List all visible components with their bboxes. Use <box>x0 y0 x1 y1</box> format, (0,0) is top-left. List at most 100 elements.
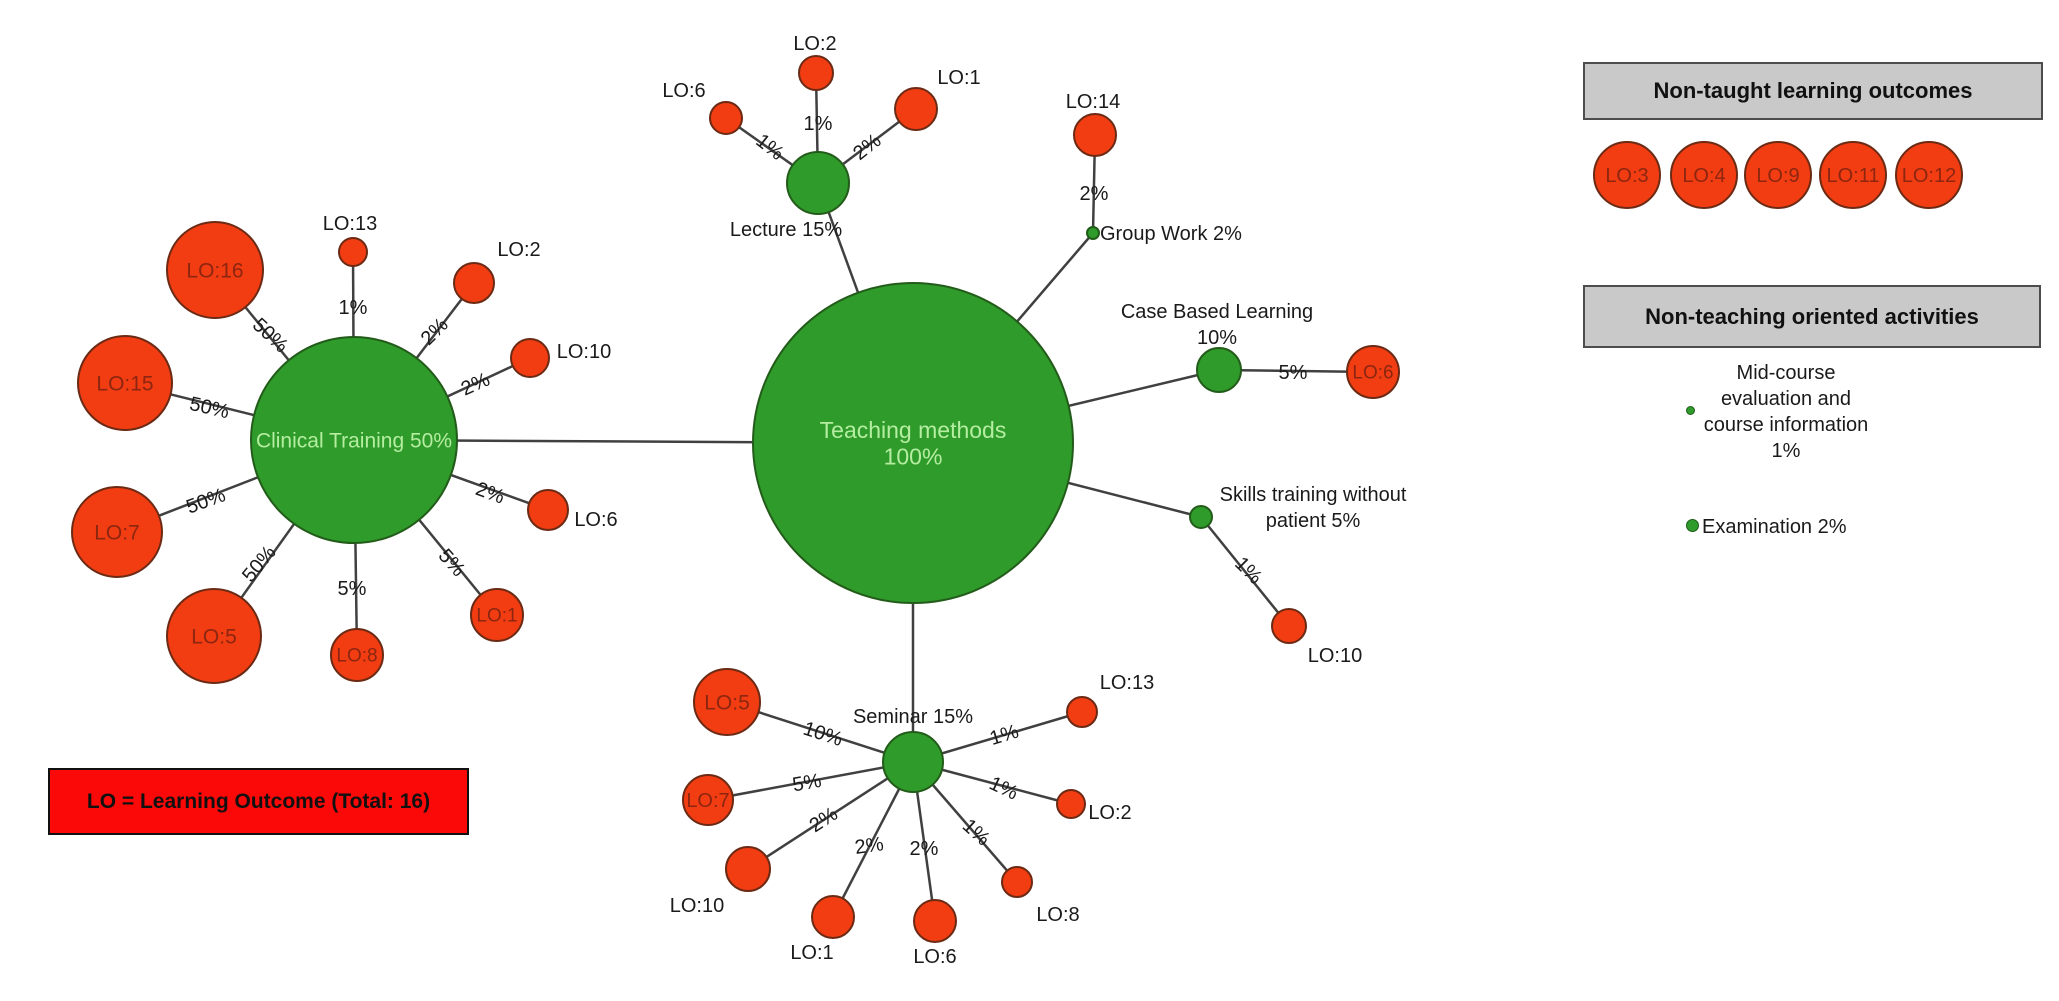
node-label-m2: LO:2 <box>1088 802 1131 824</box>
node-m6 <box>913 899 957 943</box>
node-label-cbl: 10% <box>1197 327 1237 349</box>
node-label-c8: LO:8 <box>336 646 377 667</box>
node-m8 <box>1001 866 1033 898</box>
lo-note-text: LO = Learning Outcome (Total: 16) <box>86 789 431 813</box>
node-c7 <box>71 486 163 578</box>
node-label-groupwork: Group Work 2% <box>1100 223 1242 245</box>
edge-label-clinical-c13: 1% <box>339 297 368 319</box>
node-c2 <box>453 262 495 304</box>
node-c5 <box>166 588 262 684</box>
node-label-c2: LO:2 <box>497 239 540 261</box>
edge-label-groupwork-g14: 2% <box>1080 183 1109 205</box>
node-m10 <box>725 846 771 892</box>
node-label-m13: LO:13 <box>1100 672 1154 694</box>
node-label-lecture: Lecture 15% <box>730 219 843 241</box>
node-label-c5: LO:5 <box>191 625 237 648</box>
node-label-c10: LO:10 <box>557 341 611 363</box>
node-label-clinical: Clinical Training 50% <box>256 429 452 452</box>
edge-label-seminar-m2: 1% <box>986 772 1022 804</box>
non-taught-panel-header: Non-taught learning outcomes <box>1583 62 2043 120</box>
edge-label-lecture-l2: 1% <box>804 113 833 135</box>
edge-label-seminar-m10: 2% <box>806 803 842 837</box>
node-label-teaching: Teaching methods <box>820 417 1007 443</box>
non-teaching-title: Non-teaching oriented activities <box>1645 303 1979 329</box>
node-groupwork <box>1086 226 1100 240</box>
edge-label-cbl-b6: 5% <box>1279 362 1308 384</box>
edge-skills-s10 <box>1200 516 1290 627</box>
node-lo4 <box>1670 141 1738 209</box>
examination-dot-icon <box>1686 519 1699 532</box>
node-m13 <box>1066 696 1098 728</box>
labels-layer: 1%1%2%2%5%1%50%50%50%50%1%2%2%2%5%5%10%5… <box>94 33 1956 968</box>
edge-label-clinical-c10: 2% <box>458 369 494 401</box>
edge-label-seminar-m1: 2% <box>853 833 885 859</box>
non-taught-title: Non-taught learning outcomes <box>1653 78 1973 103</box>
node-l6 <box>709 101 743 135</box>
node-m1 <box>811 895 855 939</box>
edge-label-seminar-m7: 5% <box>791 770 824 797</box>
node-lecture <box>786 151 850 215</box>
edge-label-clinical-c7: 50% <box>183 484 228 518</box>
node-label-lo4: LO:4 <box>1682 165 1725 187</box>
node-label-seminar: Seminar 15% <box>853 706 973 728</box>
node-label-m6: LO:6 <box>913 946 956 968</box>
midcourse-dot-icon <box>1686 406 1695 415</box>
node-l1 <box>894 87 938 131</box>
node-teaching <box>752 282 1074 604</box>
node-lo12 <box>1895 141 1963 209</box>
edge-label-clinical-c8: 5% <box>338 578 367 600</box>
node-c8 <box>330 628 384 682</box>
node-label-m7: LO:7 <box>686 790 729 812</box>
node-label-c13: LO:13 <box>323 213 377 235</box>
node-c13 <box>338 237 368 267</box>
node-lo3 <box>1593 141 1661 209</box>
node-lo9 <box>1744 141 1812 209</box>
node-label-l2: LO:2 <box>793 33 836 55</box>
node-b6 <box>1346 345 1400 399</box>
edge-label-lecture-l6: 1% <box>752 130 788 165</box>
node-clinical <box>250 336 458 544</box>
node-label-b6: LO:6 <box>1352 363 1393 384</box>
edge-label-clinical-c5: 50% <box>238 542 281 587</box>
node-seminar <box>882 731 944 793</box>
node-label-m1: LO:1 <box>790 942 833 964</box>
edge-label-clinical-c15: 50% <box>187 393 231 423</box>
node-m5 <box>693 668 761 736</box>
node-skills <box>1189 505 1213 529</box>
edge-label-clinical-c16: 50% <box>248 314 292 358</box>
node-c1 <box>470 588 524 642</box>
node-label-c16: LO:16 <box>186 259 243 282</box>
node-label-skills: patient 5% <box>1266 510 1361 532</box>
node-g14 <box>1073 113 1117 157</box>
node-label-s10: LO:10 <box>1308 645 1362 667</box>
edge-label-seminar-m13: 1% <box>987 720 1021 750</box>
node-label-lo12: LO:12 <box>1902 165 1956 187</box>
node-cbl <box>1196 347 1242 393</box>
edge-label-seminar-m5: 10% <box>800 718 845 751</box>
node-label-c15: LO:15 <box>96 372 153 395</box>
node-label-l6: LO:6 <box>662 80 705 102</box>
midcourse-label: Mid-course evaluation and course informa… <box>1703 362 1869 462</box>
node-lo11 <box>1819 141 1887 209</box>
edge-label-seminar-m6: 2% <box>910 838 939 860</box>
node-label-g14: LO:14 <box>1066 91 1120 113</box>
node-label-m5: LO:5 <box>704 691 750 714</box>
node-s10 <box>1271 608 1307 644</box>
node-m7 <box>682 774 734 826</box>
edge-label-clinical-c6: 2% <box>473 478 508 509</box>
node-m2 <box>1056 789 1086 819</box>
node-label-cbl: Case Based Learning <box>1121 301 1313 323</box>
node-c16 <box>166 221 264 319</box>
node-label-lo3: LO:3 <box>1605 165 1648 187</box>
node-c10 <box>510 338 550 378</box>
node-label-m10: LO:10 <box>670 895 724 917</box>
node-label-m8: LO:8 <box>1036 904 1079 926</box>
node-label-teaching: 100% <box>884 443 943 469</box>
edge-seminar-m10 <box>747 760 914 871</box>
node-c6 <box>527 489 569 531</box>
edge-seminar-m7 <box>707 760 914 802</box>
node-l2 <box>798 55 834 91</box>
node-label-skills: Skills training without <box>1220 484 1407 506</box>
